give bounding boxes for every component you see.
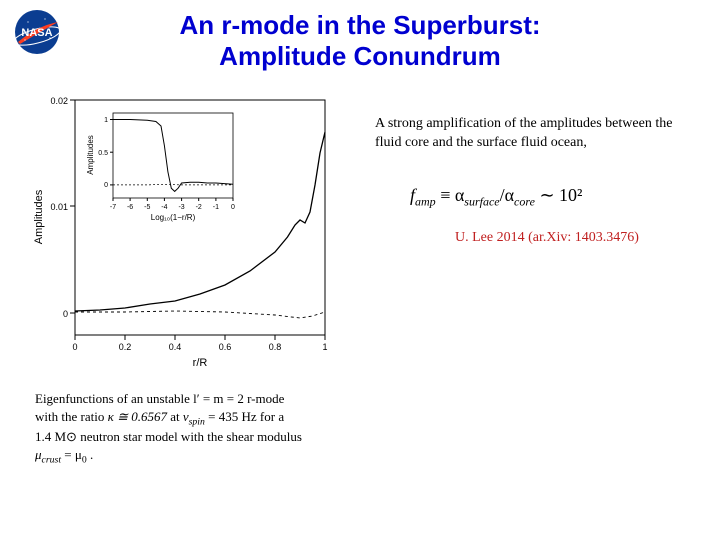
svg-text:0.5: 0.5 [98, 150, 108, 157]
title-line-2: Amplitude Conundrum [219, 41, 501, 71]
caption-mu1-sub: crust [42, 454, 62, 465]
caption-dot: . [87, 447, 94, 462]
svg-text:-4: -4 [161, 204, 167, 211]
svg-text:r/R: r/R [193, 357, 208, 369]
formula-eq: ≡ α [436, 185, 465, 205]
svg-text:Amplitudes: Amplitudes [33, 189, 45, 244]
svg-text:0: 0 [63, 309, 68, 319]
svg-text:Log₁₀(1−r/R): Log₁₀(1−r/R) [151, 213, 196, 222]
caption-nu-val: = 435 Hz [205, 409, 257, 424]
citation: U. Lee 2014 (ar.Xiv: 1403.3476) [455, 230, 639, 246]
formula-tilde: ∼ 10² [535, 185, 582, 205]
caption-line1: Eigenfunctions of an unstable l′ = m = 2… [35, 391, 284, 406]
svg-text:-7: -7 [110, 204, 116, 211]
svg-text:-3: -3 [178, 204, 184, 211]
svg-text:1: 1 [322, 342, 327, 352]
svg-text:-5: -5 [144, 204, 150, 211]
svg-text:0.02: 0.02 [50, 96, 68, 106]
caption-line3: 1.4 M⊙ neutron star model with the shear… [35, 429, 302, 444]
svg-text:0.4: 0.4 [169, 342, 182, 352]
formula-slash: /α [500, 185, 514, 205]
svg-text:0: 0 [72, 342, 77, 352]
svg-text:0: 0 [104, 182, 108, 189]
caption-eq: = μ [61, 447, 82, 462]
right-paragraph: A strong amplification of the amplitudes… [375, 115, 695, 153]
svg-text:0: 0 [231, 204, 235, 211]
inset-chart: -7 -6 -5 -4 -3 -2 -1 0 0 0.5 1 Log₁₀(1−r… [85, 105, 240, 225]
svg-text:0.01: 0.01 [50, 202, 68, 212]
amplification-formula: famp ≡ αsurface/αcore ∼ 10² [410, 185, 582, 210]
formula-amp-sub: amp [415, 195, 436, 209]
svg-text:1: 1 [104, 117, 108, 124]
figure-caption: Eigenfunctions of an unstable l′ = m = 2… [35, 390, 355, 467]
svg-text:0.6: 0.6 [219, 342, 232, 352]
right-para-text: A strong amplification of the amplitudes… [375, 116, 672, 150]
svg-text:0.2: 0.2 [119, 342, 132, 352]
svg-text:0.8: 0.8 [269, 342, 282, 352]
slide-title: An r-mode in the Superburst: Amplitude C… [0, 10, 720, 72]
caption-for: for a [257, 409, 284, 424]
formula-surface-sub: surface [464, 195, 499, 209]
svg-text:-6: -6 [127, 204, 133, 211]
caption-nu-sub: spin [189, 416, 205, 427]
svg-text:-1: -1 [213, 204, 219, 211]
caption-kappa: κ ≅ 0.6567 [108, 409, 167, 424]
caption-at: at [167, 409, 183, 424]
formula-core-sub: core [514, 195, 535, 209]
svg-text:-2: -2 [196, 204, 202, 211]
title-line-1: An r-mode in the Superburst: [179, 10, 540, 40]
citation-text: U. Lee 2014 (ar.Xiv: 1403.3476) [455, 230, 639, 245]
caption-line2a: with the ratio [35, 409, 108, 424]
svg-text:Amplitudes: Amplitudes [86, 135, 95, 175]
